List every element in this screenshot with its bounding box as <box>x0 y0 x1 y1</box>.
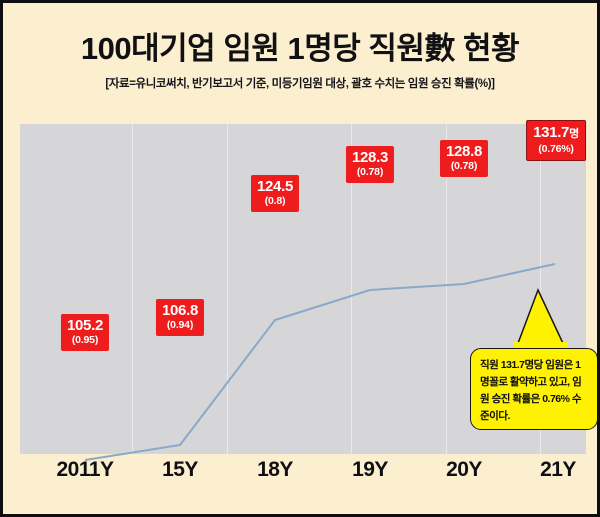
data-label-value: 105.2 <box>66 317 104 334</box>
data-label[interactable]: 128.8 (0.78) <box>439 140 489 177</box>
x-axis: 2011Y 15Y 18Y 19Y 20Y 21Y <box>20 458 586 503</box>
data-label[interactable]: 105.2 (0.95) <box>60 314 110 351</box>
x-tick-label-21y: 21Y <box>540 458 576 481</box>
gridline-vertical <box>132 124 133 454</box>
data-label-value-number: 131.7 <box>533 124 570 141</box>
data-label-sublabel: (0.94) <box>166 319 194 331</box>
data-label-sublabel: (0.95) <box>71 334 99 346</box>
data-label-value: 124.5 <box>256 178 294 195</box>
data-label-sublabel: (0.78) <box>450 160 478 172</box>
series-line <box>84 263 556 461</box>
data-label[interactable]: 124.5 (0.8) <box>250 175 300 212</box>
gridline-vertical <box>446 124 447 454</box>
header: 100대기업 임원 1명당 직원數 현황 [자료=유니코써치, 반기보고서 기준… <box>3 3 597 113</box>
data-label-sublabel: (0.78) <box>356 166 384 178</box>
callout-text: 직원 131.7명당 임원은 1명꼴로 활약하고 있고, 임원 승진 확률은 0… <box>480 359 582 422</box>
x-tick-label-15y: 15Y <box>162 458 198 481</box>
data-label-value: 128.8 <box>445 143 483 160</box>
data-label-highlighted[interactable]: 131.7명 (0.76%) <box>526 120 586 161</box>
x-tick-label-19y: 19Y <box>352 458 388 481</box>
callout-annotation[interactable]: 직원 131.7명당 임원은 1명꼴로 활약하고 있고, 임원 승진 확률은 0… <box>470 288 597 430</box>
data-label-value: 128.3 <box>351 149 389 166</box>
series-polyline <box>84 263 556 461</box>
data-label-unit: 명 <box>569 128 579 140</box>
x-tick-label-20y: 20Y <box>446 458 482 481</box>
callout-box: 직원 131.7명당 임원은 1명꼴로 활약하고 있고, 임원 승진 확률은 0… <box>470 348 597 430</box>
page-title: 100대기업 임원 1명당 직원數 현황 <box>80 31 520 66</box>
data-label-value: 106.8 <box>161 302 199 319</box>
data-label[interactable]: 106.8 (0.94) <box>155 299 205 336</box>
data-label-value: 131.7명 <box>533 124 579 143</box>
gridline-vertical <box>227 124 228 454</box>
data-label-sublabel: (0.8) <box>264 195 286 207</box>
data-label-sublabel: (0.76%) <box>538 143 574 155</box>
x-tick-label-2011y: 2011Y <box>56 458 114 481</box>
x-tick-label-18y: 18Y <box>257 458 293 481</box>
gridline-vertical <box>540 124 541 454</box>
data-label[interactable]: 128.3 (0.78) <box>345 146 395 183</box>
chart-source-note: [자료=유니코써치, 반기보고서 기준, 미등기임원 대상, 괄호 수치는 임원… <box>105 78 495 90</box>
gridline-vertical <box>351 124 352 454</box>
chart-plot-area: 105.2 (0.95) 106.8 (0.94) 124.5 (0.8) 12… <box>20 120 597 461</box>
